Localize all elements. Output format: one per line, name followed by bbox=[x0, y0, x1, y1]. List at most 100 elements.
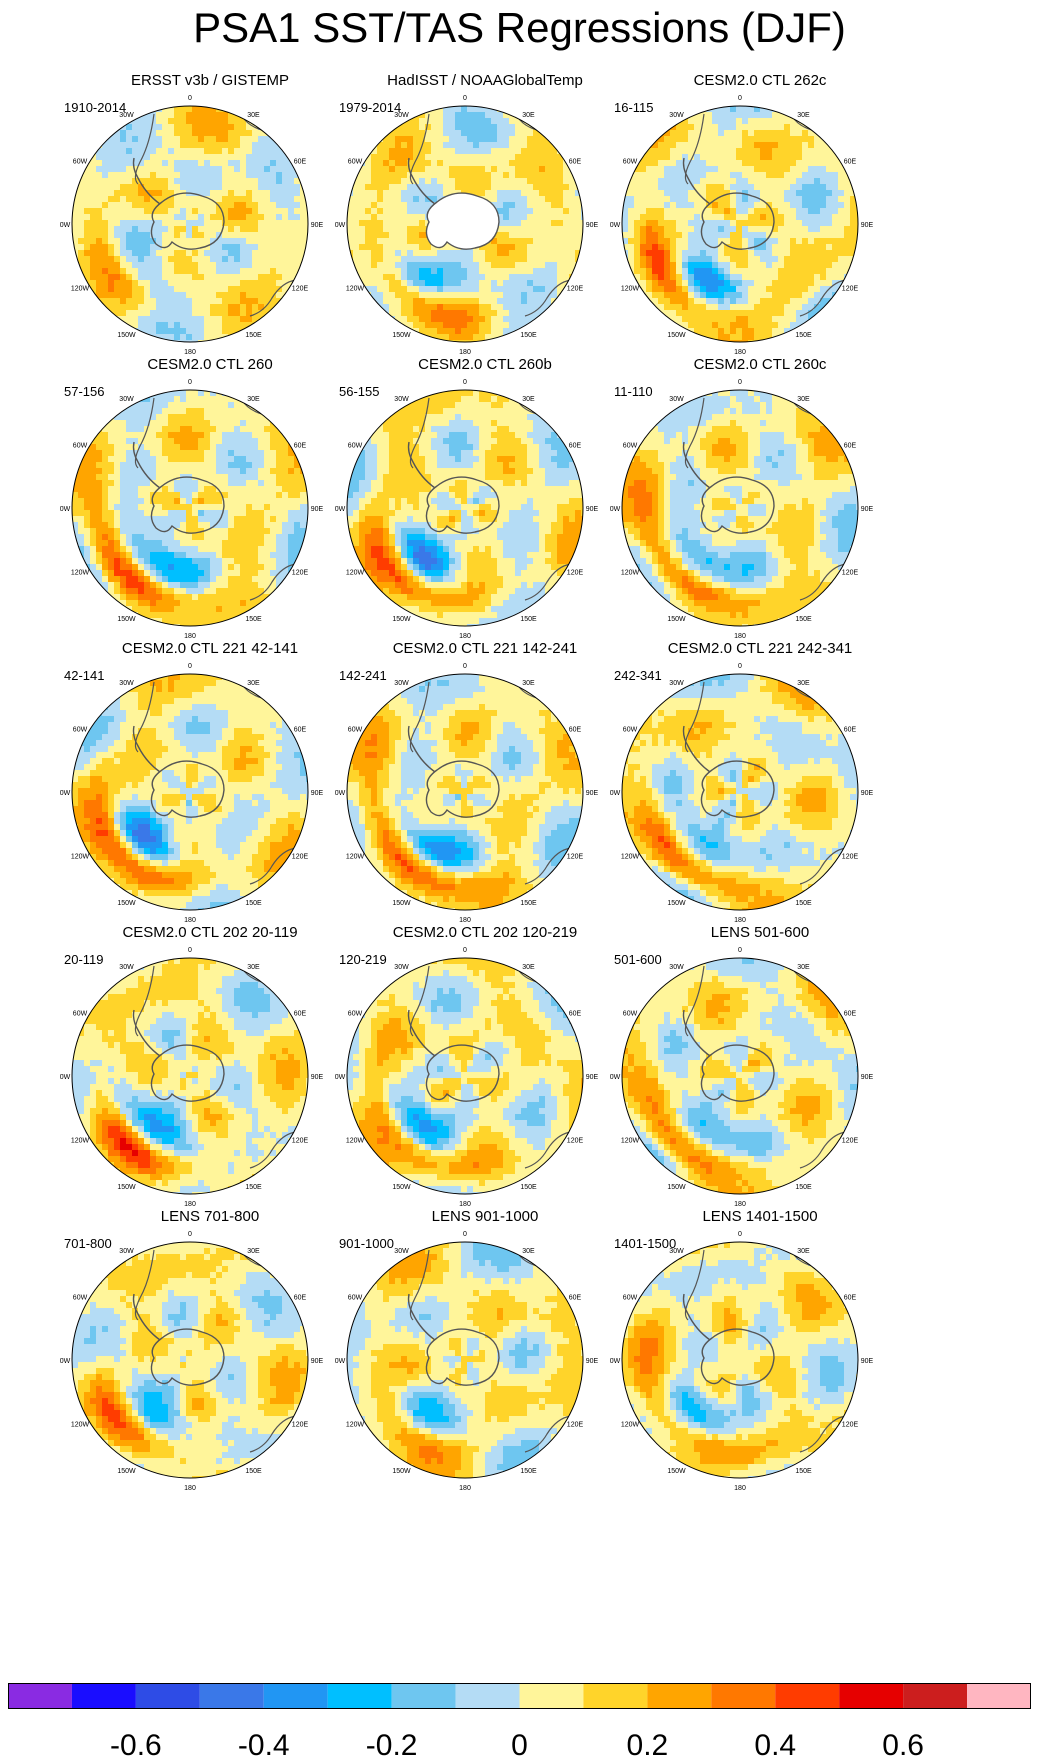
field-cell bbox=[252, 414, 259, 421]
field-cell bbox=[258, 142, 265, 149]
field-cell bbox=[264, 208, 271, 215]
field-cell bbox=[718, 316, 725, 323]
field-cell bbox=[395, 280, 402, 287]
field-cell bbox=[150, 214, 157, 221]
field-cell bbox=[276, 196, 283, 203]
field-cell bbox=[676, 196, 683, 203]
field-cell bbox=[682, 256, 689, 263]
field-cell bbox=[521, 316, 528, 323]
field-cell bbox=[557, 214, 564, 221]
field-cell bbox=[156, 402, 163, 409]
field-cell bbox=[838, 274, 845, 281]
field-cell bbox=[162, 202, 169, 209]
field-cell bbox=[772, 136, 779, 143]
field-cell bbox=[652, 304, 659, 311]
field-cell bbox=[132, 190, 139, 197]
field-cell bbox=[485, 322, 492, 329]
field-cell bbox=[784, 328, 791, 335]
field-cell bbox=[168, 196, 175, 203]
field-cell bbox=[300, 220, 307, 227]
field-cell bbox=[359, 220, 366, 227]
field-cell bbox=[479, 190, 486, 197]
field-cell bbox=[96, 274, 103, 281]
field-cell bbox=[306, 474, 308, 481]
field-cell bbox=[652, 274, 659, 281]
field-cell bbox=[377, 202, 384, 209]
field-cell bbox=[497, 244, 504, 251]
field-cell bbox=[712, 310, 719, 317]
field-cell bbox=[748, 262, 755, 269]
field-cell bbox=[437, 250, 444, 257]
field-cell bbox=[676, 208, 683, 215]
field-cell bbox=[437, 130, 444, 137]
field-cell bbox=[174, 214, 181, 221]
field-cell bbox=[90, 274, 97, 281]
field-cell bbox=[706, 166, 713, 173]
field-cell bbox=[252, 420, 259, 427]
field-cell bbox=[180, 256, 187, 263]
field-cell bbox=[449, 130, 456, 137]
field-cell bbox=[240, 528, 247, 535]
field-cell bbox=[784, 274, 791, 281]
field-cell bbox=[467, 310, 474, 317]
field-cell bbox=[730, 202, 737, 209]
field-cell bbox=[575, 226, 582, 233]
field-cell bbox=[646, 262, 653, 269]
field-cell bbox=[353, 262, 360, 269]
field-cell bbox=[377, 160, 384, 167]
field-cell bbox=[467, 280, 474, 287]
field-cell bbox=[389, 160, 396, 167]
field-cell bbox=[270, 262, 277, 269]
field-cell bbox=[527, 190, 534, 197]
field-cell bbox=[186, 528, 193, 535]
field-cell bbox=[473, 142, 480, 149]
field-cell bbox=[527, 316, 534, 323]
field-cell bbox=[790, 316, 797, 323]
field-cell bbox=[383, 202, 390, 209]
field-cell bbox=[850, 232, 857, 239]
field-cell bbox=[198, 408, 205, 415]
field-cell bbox=[557, 268, 564, 275]
field-cell bbox=[359, 196, 366, 203]
field-cell bbox=[270, 274, 277, 281]
field-cell bbox=[784, 220, 791, 227]
field-cell bbox=[545, 250, 552, 257]
field-cell bbox=[102, 220, 109, 227]
field-cell bbox=[228, 154, 235, 161]
field-cell bbox=[108, 244, 115, 251]
field-cell bbox=[216, 510, 223, 517]
field-cell bbox=[742, 316, 749, 323]
field-cell bbox=[168, 286, 175, 293]
field-cell bbox=[628, 202, 635, 209]
field-cell bbox=[174, 450, 181, 457]
field-cell bbox=[156, 486, 163, 493]
field-cell bbox=[210, 468, 217, 475]
field-cell bbox=[156, 130, 163, 137]
field-cell bbox=[706, 292, 713, 299]
field-cell bbox=[814, 202, 821, 209]
field-cell bbox=[820, 130, 827, 137]
field-cell bbox=[270, 286, 277, 293]
field-cell bbox=[276, 468, 283, 475]
field-cell bbox=[622, 220, 629, 227]
field-cell bbox=[138, 232, 145, 239]
field-cell bbox=[180, 232, 187, 239]
field-cell bbox=[282, 486, 289, 493]
field-cell bbox=[455, 304, 462, 311]
field-cell bbox=[724, 250, 731, 257]
field-cell bbox=[640, 232, 647, 239]
field-cell bbox=[766, 136, 773, 143]
field-cell bbox=[180, 130, 187, 137]
field-cell bbox=[96, 456, 103, 463]
field-cell bbox=[754, 130, 761, 137]
field-cell bbox=[156, 166, 163, 173]
field-cell bbox=[306, 504, 308, 511]
field-cell bbox=[156, 456, 163, 463]
field-cell bbox=[497, 184, 504, 191]
field-cell bbox=[748, 292, 755, 299]
field-cell bbox=[383, 232, 390, 239]
field-cell bbox=[461, 334, 468, 341]
field-cell bbox=[276, 534, 283, 541]
field-cell bbox=[114, 226, 121, 233]
field-cell bbox=[210, 456, 217, 463]
